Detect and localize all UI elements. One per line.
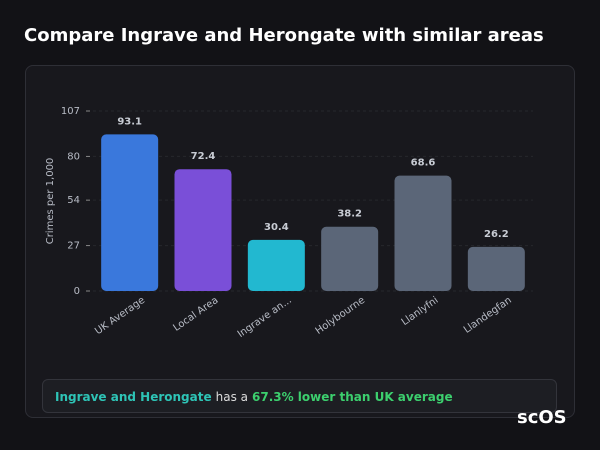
y-tick-label: 27 <box>67 241 80 252</box>
x-tick-label: Holybourne <box>314 295 367 337</box>
bar <box>394 175 452 291</box>
summary-highlight: 67.3% lower than UK average <box>252 390 453 404</box>
page-title: Compare Ingrave and Herongate with simil… <box>24 25 544 46</box>
summary-text: has a <box>215 390 248 404</box>
summary-box: Ingrave and Herongate has a 67.3% lower th… <box>42 379 557 413</box>
y-axis-label: Crimes per 1,000 <box>45 158 56 245</box>
y-tick-label: 80 <box>67 151 80 162</box>
value-label: 93.1 <box>117 116 142 127</box>
bar <box>101 134 159 291</box>
logo: scOS <box>517 407 567 428</box>
y-tick-label: 107 <box>61 106 80 117</box>
value-label: 38.2 <box>337 209 362 220</box>
chart: Crimes per 1,000 0 27 54 80 107 93.1 UK Averag… <box>45 106 533 340</box>
y-tick-label: 54 <box>67 195 80 206</box>
bar <box>467 246 525 291</box>
value-label: 30.4 <box>264 222 289 233</box>
x-tick-label: Local Area <box>171 295 220 334</box>
x-tick-label: UK Average <box>93 295 147 337</box>
bar <box>247 239 305 291</box>
bar <box>321 226 379 291</box>
x-tick-label: Llandegfan <box>462 295 514 336</box>
area-name: Ingrave and Herongate <box>55 390 212 404</box>
y-tick-label: 0 <box>74 286 80 297</box>
value-label: 26.2 <box>484 229 509 240</box>
x-tick-label: Ingrave an... <box>236 295 294 340</box>
chart-card: Crimes per 1,000 0 27 54 80 107 93.1 UK Averag… <box>25 65 575 418</box>
bar <box>174 169 232 291</box>
x-tick-label: Llanlyfni <box>400 295 441 328</box>
value-label: 68.6 <box>411 158 436 169</box>
value-label: 72.4 <box>191 151 216 162</box>
